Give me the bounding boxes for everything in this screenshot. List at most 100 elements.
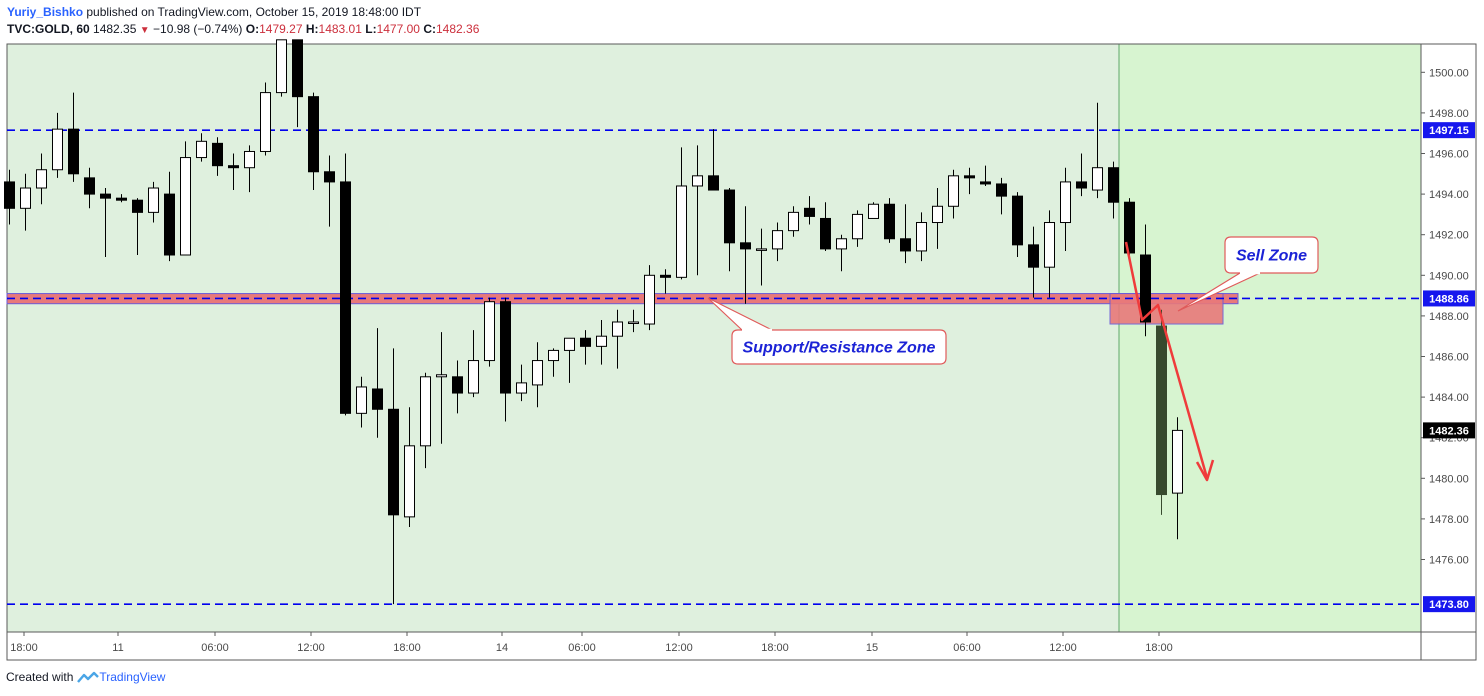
candle-body [660, 274, 671, 278]
candle [692, 145, 703, 276]
candle-body [708, 175, 719, 191]
candle-body [772, 230, 783, 250]
candle [308, 92, 319, 191]
time-tick-label: 18:00 [1145, 642, 1173, 654]
candle [100, 188, 111, 258]
candle-body [356, 386, 367, 414]
last-price-label: 1482.36 [1429, 425, 1469, 437]
candle-body [420, 376, 431, 447]
chart-background [7, 44, 1119, 632]
candle [404, 407, 415, 528]
candle [36, 153, 47, 205]
time-tick-label: 11 [112, 642, 123, 654]
candle-body [308, 96, 319, 173]
candle-body [804, 207, 815, 217]
candle [548, 348, 559, 377]
candle [884, 198, 895, 243]
candle-body [1044, 222, 1055, 268]
price-tick-label: 1492.00 [1429, 230, 1469, 242]
candle-body [1172, 429, 1183, 494]
time-tick-label: 18:00 [393, 642, 421, 654]
candle-body [900, 238, 911, 252]
candle-body [132, 199, 143, 213]
candle-body [980, 181, 991, 185]
candle-body [916, 222, 927, 252]
candle-body [948, 175, 959, 207]
last-price-label-bg [1423, 422, 1475, 439]
candle [932, 188, 943, 249]
candle-body [1108, 167, 1119, 203]
candle-body [836, 238, 847, 250]
candle-body [756, 248, 767, 251]
close-value: 1482.36 [435, 22, 480, 36]
author-link[interactable]: Yuriy_Bishko [7, 5, 84, 19]
candle [532, 342, 543, 408]
price-tick-label: 1486.00 [1429, 352, 1469, 364]
price-tick-label: 1500.00 [1429, 67, 1469, 79]
candle [1028, 226, 1039, 298]
level-price-label-bg [1423, 122, 1475, 139]
candle-body [436, 374, 447, 378]
candle [1012, 192, 1023, 258]
level-price-label: 1488.86 [1429, 293, 1469, 305]
candle [1076, 153, 1087, 197]
candle-body [52, 128, 63, 171]
candle [132, 198, 143, 255]
candle-body [580, 337, 591, 347]
candle-body [468, 360, 479, 394]
candle [324, 155, 335, 227]
symbol-label: TVC:GOLD, 60 [7, 22, 90, 36]
candle-body [196, 140, 207, 159]
price-path-arrow [1124, 241, 1209, 479]
time-tick-label: 12:00 [297, 642, 325, 654]
candle-body [1028, 244, 1039, 268]
candle [212, 137, 223, 176]
tradingview-brand[interactable]: TradingView [99, 670, 166, 684]
last-price: 1482.35 [93, 22, 137, 36]
price-tick-label: 1484.00 [1429, 392, 1469, 404]
arrow-head [1195, 459, 1215, 482]
candle-body [612, 321, 623, 337]
candle-body [1140, 254, 1151, 323]
candle-body [180, 157, 191, 256]
tradingview-logo-icon [77, 671, 100, 683]
candle-body [452, 376, 463, 394]
candle-body [148, 187, 159, 213]
candle-body [676, 185, 687, 278]
chart-frame [6, 43, 1477, 661]
price-tick-label: 1476.00 [1429, 555, 1469, 567]
candle [676, 147, 687, 280]
candle-body [1076, 181, 1087, 189]
candle [916, 212, 927, 262]
candle-body [996, 183, 1007, 197]
candle-body [244, 150, 255, 169]
price-tick-label: 1494.00 [1429, 189, 1469, 201]
candle [148, 181, 159, 223]
close-label: C: [423, 22, 436, 36]
candle-body [116, 197, 127, 201]
candle-body [404, 445, 415, 518]
sell-zone-callout-label: Sell Zone [1236, 248, 1307, 265]
candle-body [1092, 167, 1103, 191]
candle [260, 82, 271, 156]
candle [1124, 198, 1135, 260]
low-value: 1477.00 [376, 22, 420, 36]
candle-body [260, 92, 271, 152]
open-value: 1479.27 [259, 22, 303, 36]
candle [1156, 309, 1167, 515]
candle [660, 269, 671, 294]
candle-body [100, 193, 111, 199]
support-resistance-callout-label: Support/Resistance Zone [743, 340, 936, 357]
candle-body [644, 274, 655, 325]
candle [388, 348, 399, 605]
high-label: H: [305, 22, 319, 36]
time-tick-label: 06:00 [568, 642, 596, 654]
price-chart[interactable]: Support/Resistance Zone Sell Zone 1476.00 1… [0, 0, 1484, 665]
change-value: −10.98 (−0.74%) [153, 22, 243, 36]
candle-body [596, 335, 607, 347]
candle-body [276, 39, 287, 94]
time-tick-label: 14 [496, 642, 508, 654]
candle [340, 153, 351, 416]
candle [788, 206, 799, 237]
candle-body [372, 388, 383, 410]
